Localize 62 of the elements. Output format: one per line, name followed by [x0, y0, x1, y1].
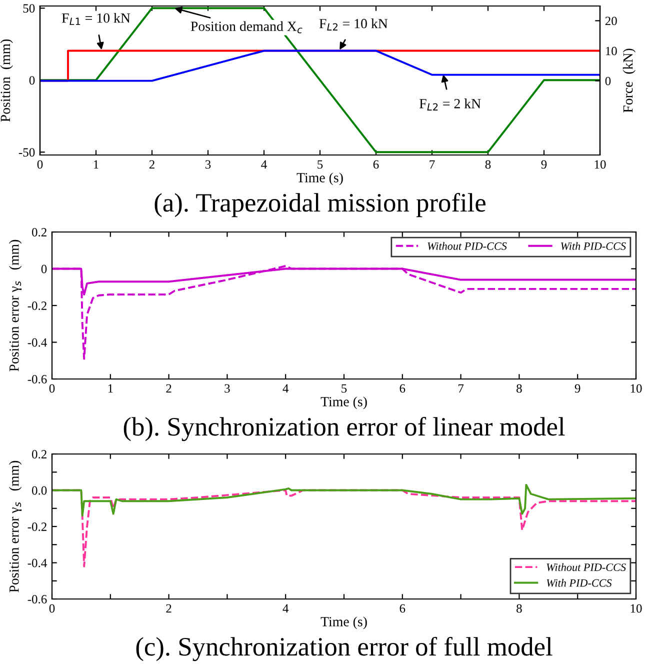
legend-label: Without PID-CCS — [428, 242, 507, 250]
x-tick-label: 3 — [205, 160, 211, 169]
x-tick-label: 6 — [400, 384, 406, 393]
text: (c). Synchronization error of full model — [136, 636, 552, 662]
y-tick-label: -0.6 — [28, 375, 47, 384]
x-tick-label: 8 — [516, 604, 522, 613]
x-tick-label: 10 — [630, 604, 642, 613]
legend-label: Without PID-CCS — [546, 563, 626, 572]
x-tick-label: 2 — [166, 384, 172, 393]
x-tick-label: 2 — [149, 160, 154, 169]
x-tick-label: 6 — [400, 604, 406, 613]
annotation: F$_{L1}$ = 10 kN — [62, 12, 130, 25]
y-tick-label: -0.4 — [28, 558, 47, 568]
x-axis-title: Time (s) — [320, 396, 367, 410]
x-tick-label: 7 — [458, 384, 464, 393]
x-tick-label: 4 — [282, 604, 289, 613]
y-axis-title: Position error γ$_{s}$ (mm) — [9, 460, 22, 592]
y-tick-label: -0.2 — [28, 522, 46, 532]
x-tick-label: 8 — [516, 384, 522, 393]
y-tick-label: 0.2 — [32, 228, 46, 237]
x-tick-label: 1 — [108, 384, 113, 393]
x-tick-label: 4 — [261, 160, 267, 169]
x-tick-label: 9 — [574, 384, 580, 393]
y-tick-label: -0.6 — [28, 595, 47, 604]
annotation: F$_{L2}$ = 2 kN — [420, 98, 481, 110]
y-tick-label: -0.2 — [28, 302, 46, 310]
x-tick-label: 10 — [630, 384, 642, 393]
y-tick-label: 0 — [41, 264, 47, 274]
y2-tick-label: 0 — [605, 76, 611, 86]
y-tick-label: -50 — [18, 148, 35, 157]
y-axis-title: Position error γ$_{s}$ (mm) — [9, 240, 22, 372]
x-axis-title: Time (s) — [296, 172, 343, 186]
annotation: F$_{L2}$ = 10 kN — [319, 18, 388, 30]
x-tick-label: 5 — [318, 160, 323, 169]
x-tick-label: 2 — [166, 604, 172, 613]
y-tick-label: -0.4 — [28, 338, 47, 347]
x-tick-label: 1 — [94, 160, 98, 169]
y2-tick-label: 20 — [605, 16, 617, 26]
x-tick-label: 6 — [373, 160, 379, 169]
y-tick-label: 0.2 — [32, 450, 46, 459]
x-tick-label: 0 — [49, 604, 55, 613]
x-axis-title: Time (s) — [320, 616, 367, 630]
x-tick-label: 0 — [49, 384, 55, 393]
x-tick-label: 8 — [485, 160, 491, 169]
x-tick-label: 9 — [541, 160, 547, 169]
text: (b). Synchronization error of linear model — [124, 416, 565, 442]
x-tick-label: 7 — [430, 160, 435, 169]
y-axis-title: Position (mm) — [0, 39, 13, 122]
line-series — [52, 484, 636, 517]
y-tick-label: 0.0 — [32, 486, 47, 495]
annotation: Position demand X$_{c}$ — [190, 21, 302, 34]
y2-tick-label: 10 — [606, 46, 617, 56]
y-tick-label: 0 — [29, 76, 35, 85]
legend-label: With PID-CCS — [560, 242, 626, 250]
y-tick-label: 50 — [23, 4, 35, 13]
x-tick-label: 3 — [224, 384, 230, 393]
x-tick-label: 4 — [282, 384, 289, 393]
y2-axis-title: Force (kN) — [622, 48, 636, 112]
text: (a). Trapezoidal mission profile — [154, 192, 486, 218]
x-tick-label: 10 — [594, 160, 606, 169]
legend-label: With PID-CCS — [546, 578, 612, 587]
x-tick-label: 5 — [342, 384, 347, 393]
